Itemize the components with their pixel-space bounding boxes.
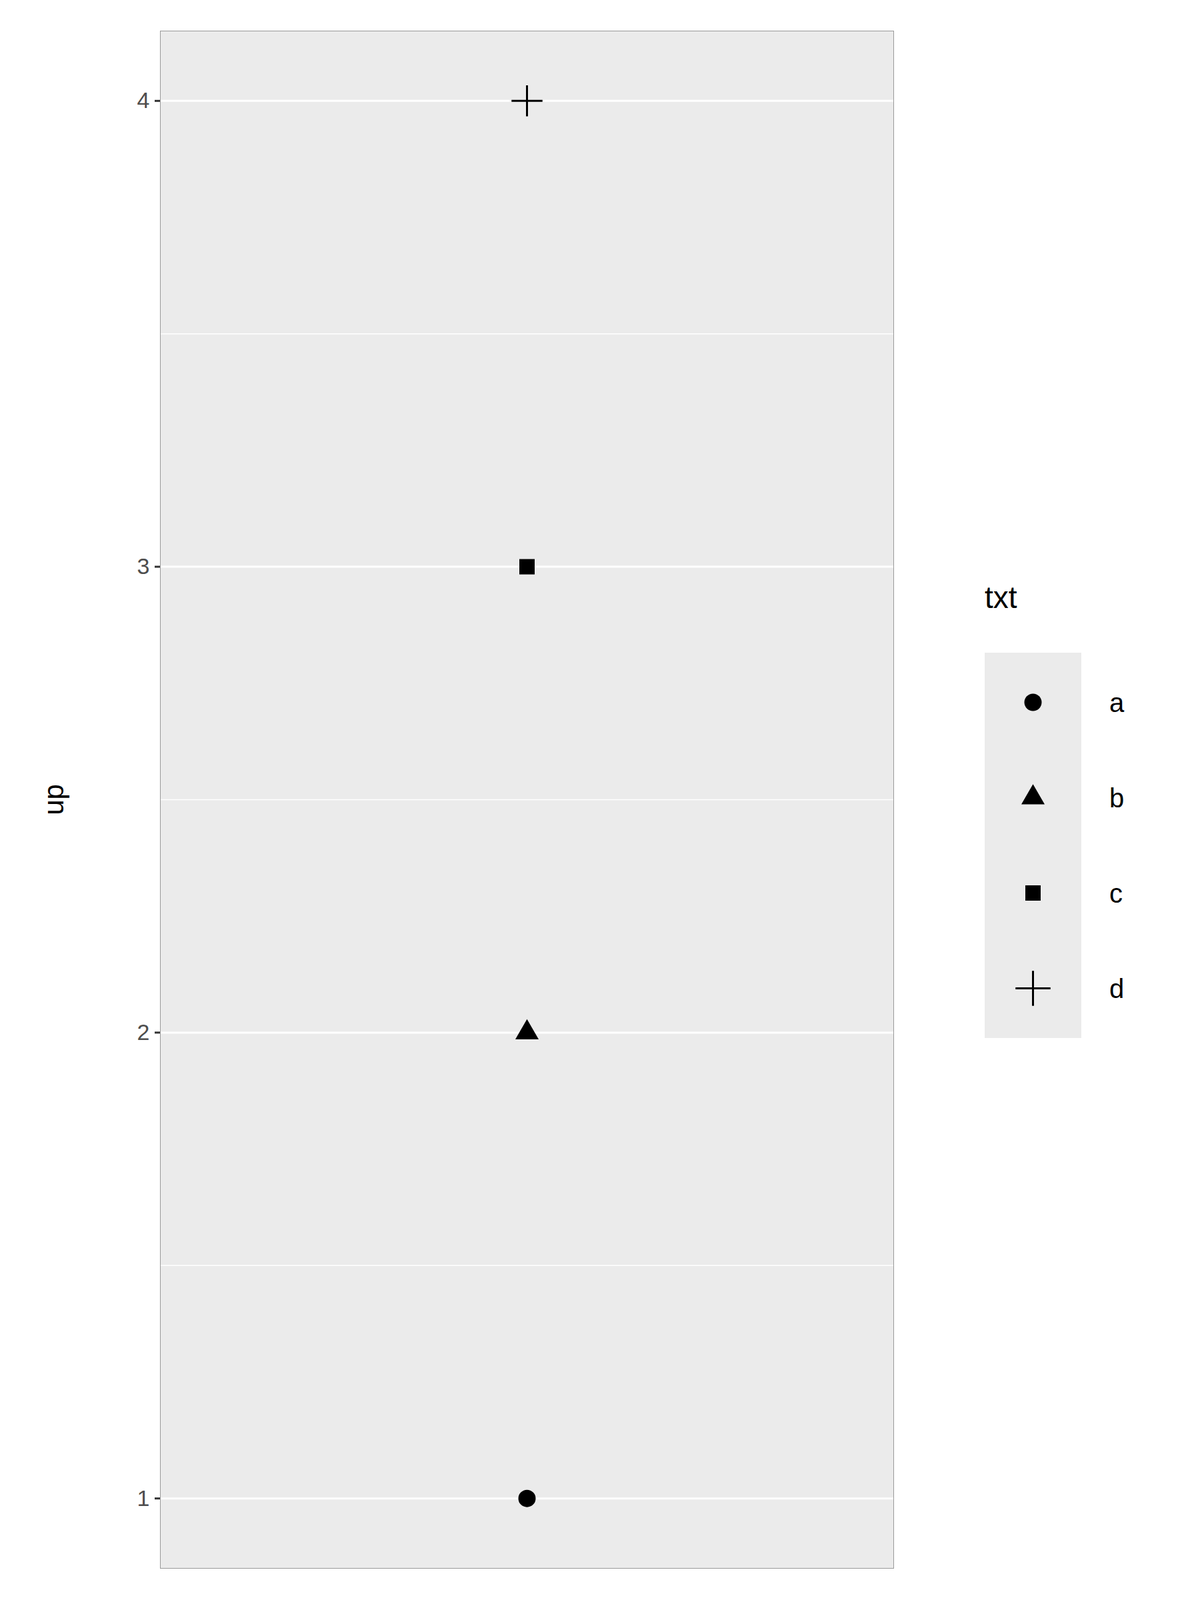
svg-text:3: 3 — [137, 553, 150, 579]
svg-text:a: a — [1109, 688, 1125, 718]
svg-text:4: 4 — [137, 87, 150, 113]
svg-text:2: 2 — [137, 1019, 150, 1045]
svg-text:1: 1 — [137, 1485, 150, 1511]
svg-text:up: up — [38, 784, 70, 816]
svg-text:txt: txt — [984, 580, 1018, 615]
svg-text:b: b — [1109, 783, 1124, 813]
svg-text:c: c — [1109, 878, 1123, 908]
svg-text:d: d — [1109, 974, 1124, 1004]
